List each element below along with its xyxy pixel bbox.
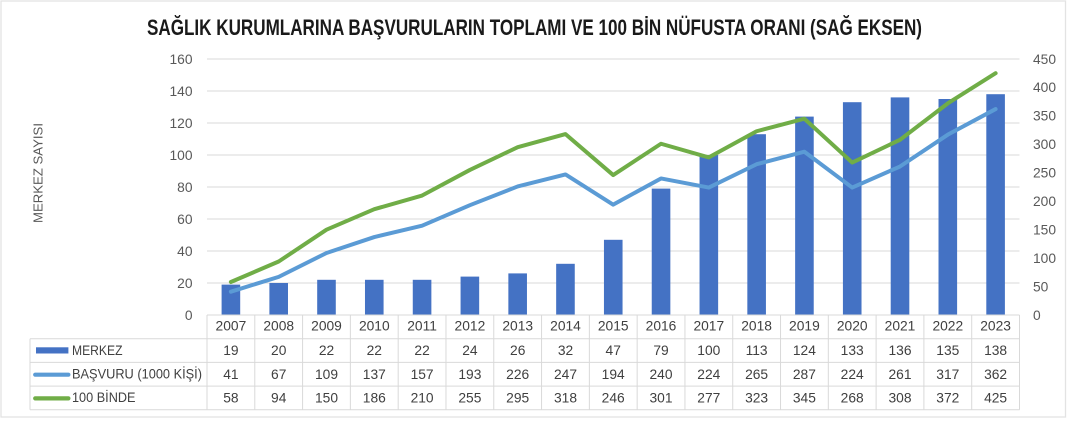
svg-text:224: 224 — [697, 367, 720, 382]
svg-text:247: 247 — [554, 367, 577, 382]
svg-text:265: 265 — [745, 367, 768, 382]
svg-text:60: 60 — [177, 212, 193, 227]
svg-text:450: 450 — [1033, 52, 1056, 67]
svg-text:2019: 2019 — [789, 318, 820, 333]
svg-text:136: 136 — [888, 343, 911, 358]
svg-text:350: 350 — [1033, 109, 1056, 124]
svg-text:194: 194 — [602, 367, 625, 382]
svg-text:SAĞLIK KURUMLARINA BAŞVURULARI: SAĞLIK KURUMLARINA BAŞVURULARIN TOPLAMI … — [147, 15, 922, 40]
svg-text:250: 250 — [1033, 166, 1056, 181]
svg-text:226: 226 — [506, 367, 529, 382]
svg-text:24: 24 — [462, 343, 478, 358]
svg-text:186: 186 — [363, 391, 386, 406]
svg-text:20: 20 — [271, 343, 287, 358]
svg-text:109: 109 — [315, 367, 338, 382]
svg-text:160: 160 — [169, 52, 192, 67]
svg-text:22: 22 — [414, 343, 429, 358]
svg-text:240: 240 — [649, 367, 672, 382]
svg-text:40: 40 — [177, 244, 193, 259]
svg-text:120: 120 — [169, 116, 192, 131]
svg-text:210: 210 — [411, 391, 434, 406]
svg-text:20: 20 — [177, 276, 193, 291]
svg-text:2012: 2012 — [455, 318, 486, 333]
svg-text:135: 135 — [936, 343, 959, 358]
svg-text:2013: 2013 — [502, 318, 533, 333]
svg-text:0: 0 — [1033, 308, 1041, 323]
svg-text:193: 193 — [458, 367, 481, 382]
svg-text:140: 140 — [169, 84, 192, 99]
svg-text:2008: 2008 — [263, 318, 294, 333]
svg-text:100: 100 — [1033, 251, 1056, 266]
svg-text:19: 19 — [223, 343, 239, 358]
svg-text:2023: 2023 — [980, 318, 1011, 333]
svg-text:150: 150 — [315, 391, 338, 406]
svg-text:224: 224 — [841, 367, 864, 382]
svg-text:BAŞVURU (1000 KİŞİ): BAŞVURU (1000 KİŞİ) — [72, 365, 202, 382]
svg-text:0: 0 — [185, 308, 193, 323]
svg-text:80: 80 — [177, 180, 193, 195]
svg-text:137: 137 — [363, 367, 386, 382]
svg-text:301: 301 — [649, 391, 672, 406]
svg-text:300: 300 — [1033, 137, 1056, 152]
svg-text:2022: 2022 — [932, 318, 963, 333]
svg-text:100: 100 — [697, 343, 720, 358]
svg-text:2007: 2007 — [216, 318, 247, 333]
svg-text:22: 22 — [319, 343, 334, 358]
svg-text:2018: 2018 — [741, 318, 772, 333]
svg-text:2016: 2016 — [646, 318, 677, 333]
svg-text:150: 150 — [1033, 223, 1056, 238]
svg-text:2014: 2014 — [550, 318, 581, 333]
svg-text:100: 100 — [169, 148, 192, 163]
svg-text:124: 124 — [793, 343, 816, 358]
svg-text:2017: 2017 — [693, 318, 724, 333]
svg-text:32: 32 — [558, 343, 573, 358]
svg-text:287: 287 — [793, 367, 816, 382]
svg-text:MERKEZ: MERKEZ — [72, 343, 123, 358]
svg-text:317: 317 — [936, 367, 959, 382]
svg-text:50: 50 — [1033, 279, 1049, 294]
svg-text:138: 138 — [984, 343, 1007, 358]
svg-text:2010: 2010 — [359, 318, 390, 333]
svg-text:295: 295 — [506, 391, 529, 406]
svg-text:308: 308 — [888, 391, 911, 406]
svg-text:268: 268 — [841, 391, 864, 406]
svg-text:200: 200 — [1033, 194, 1056, 209]
svg-text:345: 345 — [793, 391, 816, 406]
svg-text:255: 255 — [458, 391, 481, 406]
svg-text:318: 318 — [554, 391, 577, 406]
svg-text:94: 94 — [271, 391, 287, 406]
svg-text:58: 58 — [223, 391, 239, 406]
svg-text:79: 79 — [653, 343, 669, 358]
svg-text:246: 246 — [602, 391, 625, 406]
svg-text:2009: 2009 — [311, 318, 342, 333]
svg-text:425: 425 — [984, 391, 1007, 406]
svg-text:2021: 2021 — [885, 318, 916, 333]
svg-text:22: 22 — [367, 343, 382, 358]
svg-text:323: 323 — [745, 391, 768, 406]
svg-text:47: 47 — [606, 343, 621, 358]
svg-text:MERKEZ SAYISI: MERKEZ SAYISI — [31, 123, 46, 223]
svg-text:100 BİNDE: 100 BİNDE — [72, 388, 136, 405]
svg-text:67: 67 — [271, 367, 286, 382]
svg-text:2020: 2020 — [837, 318, 868, 333]
svg-text:261: 261 — [888, 367, 911, 382]
svg-text:41: 41 — [223, 367, 238, 382]
svg-text:2015: 2015 — [598, 318, 629, 333]
svg-text:277: 277 — [697, 391, 720, 406]
svg-text:400: 400 — [1033, 80, 1056, 95]
svg-text:133: 133 — [841, 343, 864, 358]
svg-text:362: 362 — [984, 367, 1007, 382]
svg-text:26: 26 — [510, 343, 526, 358]
svg-text:2011: 2011 — [407, 318, 437, 333]
svg-text:157: 157 — [411, 367, 434, 382]
svg-text:372: 372 — [936, 391, 959, 406]
svg-text:113: 113 — [746, 343, 768, 358]
